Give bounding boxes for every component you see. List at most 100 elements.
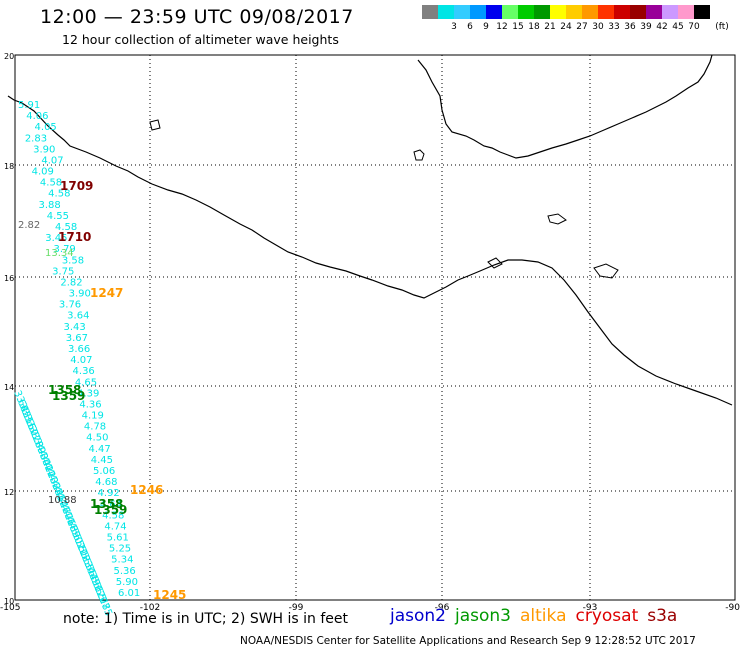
wave-height-value: 5.90 (116, 577, 138, 588)
lon-label: -99 (289, 603, 304, 613)
observation-time: 1709 (60, 179, 93, 193)
wave-height-value: 4.92 (98, 488, 120, 499)
legend-swatch (518, 5, 534, 19)
altimeter-observations: 5.914.064.052.833.904.074.094.584.583.88… (11, 100, 186, 618)
lat-label: 12 (4, 488, 14, 497)
wave-height-value: 3.64 (67, 311, 89, 322)
island-5 (149, 119, 161, 131)
wave-height-value: 10.88 (48, 495, 77, 506)
wave-height-value: 5.25 (109, 544, 131, 555)
legend-label: 6 (467, 22, 473, 32)
wave-height-value: 3.88 (38, 200, 60, 211)
wave-height-value: 4.58 (48, 189, 70, 200)
wave-height-value: 4.06 (26, 111, 48, 122)
page-subtitle: 12 hour collection of altimeter wave hei… (62, 32, 339, 47)
island-2 (547, 213, 567, 225)
wave-height-value: 4.65 (75, 377, 97, 388)
legend-swatch (534, 5, 550, 19)
observation-time: 1359 (94, 503, 127, 517)
wave-height-value: 13.34 (45, 248, 74, 259)
wave-height-value: 6.01 (118, 588, 140, 599)
wave-height-value: 4.55 (47, 211, 69, 222)
wave-height-value: 2.83 (25, 133, 47, 144)
legend-label: 30 (592, 22, 604, 32)
observation-time: 1247 (90, 286, 123, 300)
wave-height-value: 4.36 (73, 366, 95, 377)
observation-time: 1246 (130, 483, 163, 497)
legend-swatch (678, 5, 694, 19)
lat-label: 18 (4, 162, 14, 171)
coastline-gulf (417, 54, 713, 159)
wave-height-value: 4.58 (55, 222, 77, 233)
wave-height-value: 5.34 (111, 555, 133, 566)
wave-height-value: 4.19 (82, 411, 104, 422)
legend-swatch (502, 5, 518, 19)
wave-height-value: 3.67 (66, 333, 88, 344)
legend-label: 21 (544, 22, 556, 32)
legend-swatch (582, 5, 598, 19)
lat-label: 16 (4, 274, 14, 283)
wave-height-value: 3.90 (69, 289, 91, 300)
wave-height-value: 4.09 (32, 167, 54, 178)
legend-swatch (614, 5, 630, 19)
color-legend-bar (422, 5, 710, 19)
island-3 (487, 257, 503, 269)
credit-line: NOAA/NESDIS Center for Satellite Applica… (240, 635, 696, 647)
legend-label: 24 (560, 22, 572, 32)
legend-swatch (470, 5, 486, 19)
wave-height-value: 3.58 (62, 255, 84, 266)
wave-height-value: 4.05 (35, 122, 57, 133)
observation-time: 1710 (58, 230, 91, 244)
legend-swatch (566, 5, 582, 19)
legend-label: 12 (496, 22, 508, 32)
legend-unit: (ft) (715, 22, 729, 32)
island-4 (593, 263, 619, 279)
lon-label: -96 (435, 603, 450, 613)
legend-label: 18 (528, 22, 540, 32)
wave-height-value: 4.64 (100, 499, 122, 510)
wave-height-value: 3.43 (63, 322, 85, 333)
lat-lon-grid: -105 -102 -99 -96 -93 -90 20 18 16 14 12 10 (0, 52, 740, 613)
wave-height-value: 5.36 (113, 566, 135, 577)
lat-label: 10 (4, 597, 14, 606)
lat-label: 14 (4, 383, 14, 392)
legend-label: 36 (624, 22, 636, 32)
wave-height-value: 4.45 (91, 455, 113, 466)
wave-height-value: 4.07 (41, 155, 63, 166)
legend-label: 70 (688, 22, 700, 32)
satellite-label: jason3 (455, 606, 511, 626)
wave-height-value: 4.36 (79, 399, 101, 410)
wave-height-value: 4.58 (40, 178, 62, 189)
legend-label: 3 (451, 22, 457, 32)
lon-label: -90 (725, 603, 740, 613)
wave-height-value: 4.58 (102, 510, 124, 521)
legend-swatch (486, 5, 502, 19)
map-frame (14, 54, 736, 601)
satellite-label: s3a (647, 606, 678, 626)
wave-height-value: 3.45 (45, 233, 67, 244)
legend-label: 9 (483, 22, 489, 32)
legend-label: 45 (672, 22, 684, 32)
satellite-label: jason2 (390, 606, 446, 626)
wave-height-value: 2.82 (18, 220, 40, 231)
footer-note: note: 1) Time is in UTC; 2) SWH is in fe… (63, 611, 349, 627)
observation-time: 1358 (48, 383, 81, 397)
wave-height-value: 2.82 (60, 277, 82, 288)
wave-height-value: 4.74 (104, 521, 126, 532)
legend-swatch (550, 5, 566, 19)
wave-height-value: 4.47 (88, 444, 110, 455)
observation-time: 1358 (90, 497, 123, 511)
wave-height-value: 3.75 (52, 266, 74, 277)
legend-swatch (438, 5, 454, 19)
wave-height-value: 5.06 (93, 466, 115, 477)
wave-height-value: 4.07 (70, 355, 92, 366)
legend-label: 42 (656, 22, 668, 32)
wave-height-value: 4.50 (86, 433, 108, 444)
coastline-path (7, 95, 733, 406)
legend-label: 27 (576, 22, 588, 32)
wave-height-value: 4.68 (95, 477, 117, 488)
observation-time: 1359 (52, 389, 85, 403)
legend-label: 39 (640, 22, 652, 32)
legend-swatch (630, 5, 646, 19)
